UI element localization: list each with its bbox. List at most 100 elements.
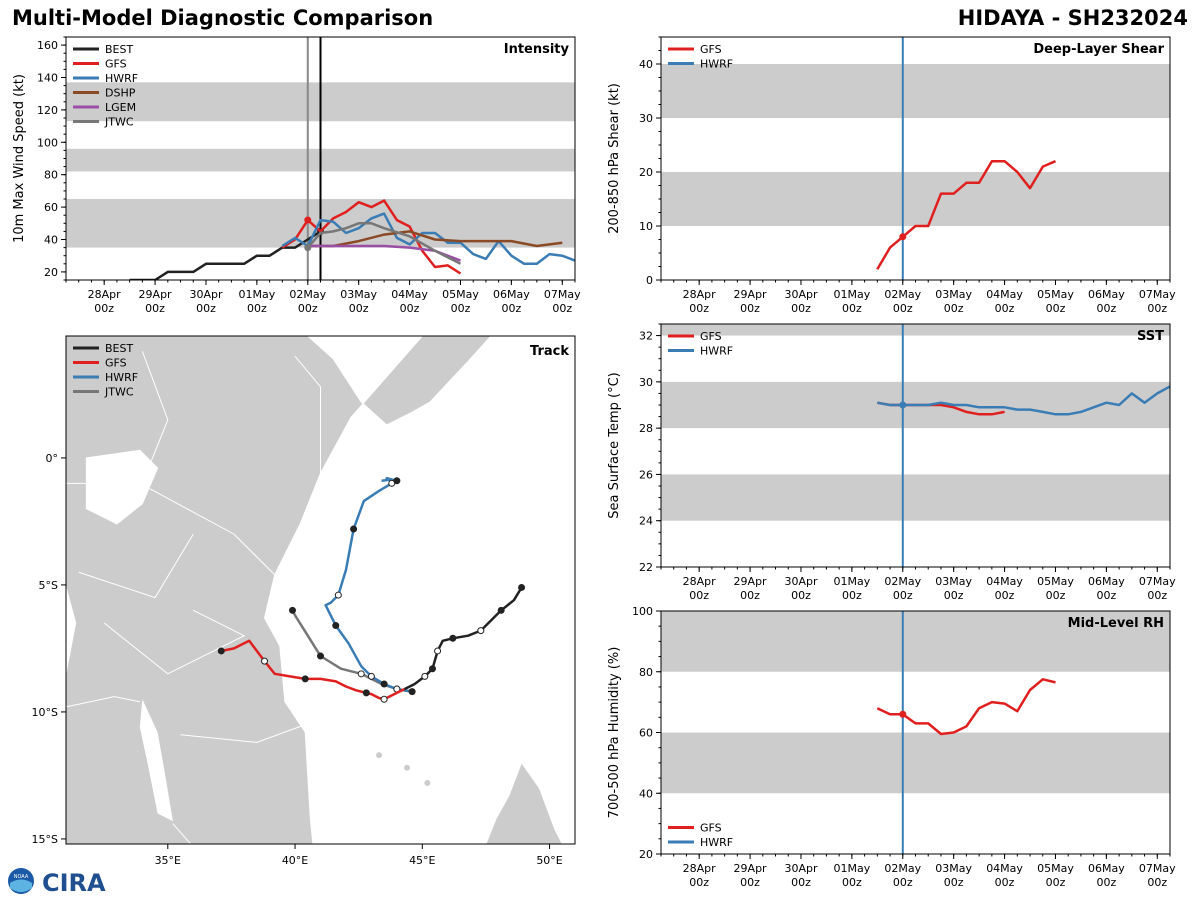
shear-group: 01020304028Apr00z29Apr00z30Apr00z01May00… <box>607 36 1176 315</box>
track-point-jtwc <box>317 652 324 660</box>
rh-xtick-label: 01May <box>834 862 871 875</box>
shear-xtick-label: 02May <box>884 288 921 301</box>
intensity-series-best <box>129 230 322 280</box>
shear-title: Deep-Layer Shear <box>1033 42 1164 57</box>
sst-frame <box>660 323 1171 568</box>
track-xtick-label: 50°E <box>536 854 562 867</box>
shear-xtick-label: 00z <box>893 302 913 315</box>
shear-band-0 <box>661 172 1170 226</box>
comoros-island-2 <box>424 780 431 787</box>
shear-legend-label-hwrf: HWRF <box>700 58 733 71</box>
rh-xtick-label: 00z <box>689 876 709 889</box>
intensity-ytick-label: 40 <box>44 234 58 247</box>
rh-ytick-label: 100 <box>632 605 653 618</box>
shear-xtick-label: 00z <box>1096 302 1116 315</box>
shear-xtick-label: 00z <box>1147 302 1167 315</box>
rh-title: Mid-Level RH <box>1068 616 1164 631</box>
intensity-title: Intensity <box>504 42 570 57</box>
intensity-ytick-label: 20 <box>44 266 58 279</box>
track-ytick-label: 5°S <box>39 579 58 592</box>
rh-ytick-label: 40 <box>639 787 653 800</box>
sst-group: 22242628303228Apr00z29Apr00z30Apr00z01Ma… <box>607 323 1176 602</box>
sst-xtick-label: 03May <box>935 575 972 588</box>
intensity-legend-label-hwrf: HWRF <box>105 72 138 85</box>
track-point-gfs <box>380 695 388 703</box>
shear-xtick-label: 00z <box>1046 302 1066 315</box>
track-point-hwrf <box>393 477 401 485</box>
page-title: Multi-Model Diagnostic Comparison <box>12 6 434 30</box>
intensity-xtick-label: 00z <box>145 302 165 315</box>
intensity-ytick-label: 140 <box>37 72 58 85</box>
intensity-series-hwrf <box>281 212 575 266</box>
rh-xtick-label: 02May <box>884 862 921 875</box>
intensity-xtick-label: 01May <box>239 288 276 301</box>
track-point-best <box>428 665 436 673</box>
intensity-series-dshp <box>307 230 563 248</box>
sst-ytick-label: 22 <box>639 561 653 574</box>
intensity-xtick-label: 00z <box>349 302 369 315</box>
rh-xtick-label: 29Apr <box>734 862 768 875</box>
rh-legend-label-hwrf: HWRF <box>700 836 733 849</box>
sst-ytick-label: 32 <box>639 330 653 343</box>
rh-xtick-label: 00z <box>1046 876 1066 889</box>
track-point-hwrf <box>334 591 342 599</box>
shear-ytick-label: 0 <box>646 274 653 287</box>
track-xtick-label: 40°E <box>282 854 308 867</box>
track-point-jtwc <box>357 670 365 678</box>
shear-plot-area <box>661 37 1170 280</box>
country-border-7 <box>103 609 246 675</box>
rh-xtick-label: 05May <box>1037 862 1074 875</box>
sst-xtick-label: 29Apr <box>734 575 768 588</box>
rh-series-gfs <box>876 678 1056 736</box>
rh-ylabel: 700-500 hPa Humidity (%) <box>607 647 622 819</box>
track-ytick-label: 15°S <box>32 833 58 846</box>
sst-xtick-label: 00z <box>1046 589 1066 602</box>
comoros-island-0 <box>376 752 383 759</box>
sst-xtick-label: 02May <box>884 575 921 588</box>
shear-xtick-label: 04May <box>986 288 1023 301</box>
country-border-5 <box>66 696 140 708</box>
lake-malawi <box>139 699 173 822</box>
intensity-xtick-label: 07May <box>544 288 581 301</box>
sst-xtick-label: 00z <box>740 589 760 602</box>
track-point-gfs <box>217 647 225 655</box>
intensity-xtick-label: 00z <box>196 302 216 315</box>
intensity-ytick-label: 120 <box>37 104 58 117</box>
sst-legend-label-gfs: GFS <box>700 330 722 343</box>
track-ytick-label: 10°S <box>32 706 58 719</box>
intensity-group: 2040608010012014016028Apr00z29Apr00z30Ap… <box>12 36 581 315</box>
sst-title: SST <box>1137 329 1164 344</box>
shear-xtick-label: 07May <box>1139 288 1176 301</box>
rh-xtick-label: 03May <box>935 862 972 875</box>
lake-victoria <box>85 449 159 525</box>
cira-logo: NOAA CIRA <box>8 868 106 896</box>
shear-band-1 <box>661 64 1170 118</box>
noaa-logo-text: NOAA <box>14 874 29 880</box>
shear-xtick-label: 30Apr <box>784 288 818 301</box>
storm-title: HIDAYA - SH232024 <box>957 6 1188 30</box>
sst-xtick-label: 00z <box>944 589 964 602</box>
track-legend-label-gfs: GFS <box>105 357 127 370</box>
intensity-marker-jtwc <box>304 244 312 252</box>
sst-marker-hwrf <box>899 401 907 409</box>
rh-ytick-label: 60 <box>639 727 653 740</box>
intensity-xtick-label: 00z <box>451 302 471 315</box>
intensity-legend-label-jtwc: JTWC <box>104 116 134 129</box>
rh-xtick-label: 00z <box>1096 876 1116 889</box>
sst-xtick-label: 30Apr <box>784 575 818 588</box>
country-border-0 <box>139 482 276 576</box>
rh-xtick-label: 04May <box>986 862 1023 875</box>
intensity-xtick-label: 05May <box>442 288 479 301</box>
intensity-plot-area <box>66 37 575 280</box>
rh-ytick-label: 20 <box>639 848 653 861</box>
country-border-1 <box>294 355 321 499</box>
sst-xtick-label: 07May <box>1139 575 1176 588</box>
shear-xtick-label: 00z <box>842 302 862 315</box>
shear-xtick-label: 01May <box>834 288 871 301</box>
sst-xtick-label: 00z <box>1096 589 1116 602</box>
intensity-xtick-label: 02May <box>289 288 326 301</box>
rh-xtick-label: 28Apr <box>683 862 717 875</box>
shear-xtick-label: 00z <box>995 302 1015 315</box>
shear-xtick-label: 03May <box>935 288 972 301</box>
